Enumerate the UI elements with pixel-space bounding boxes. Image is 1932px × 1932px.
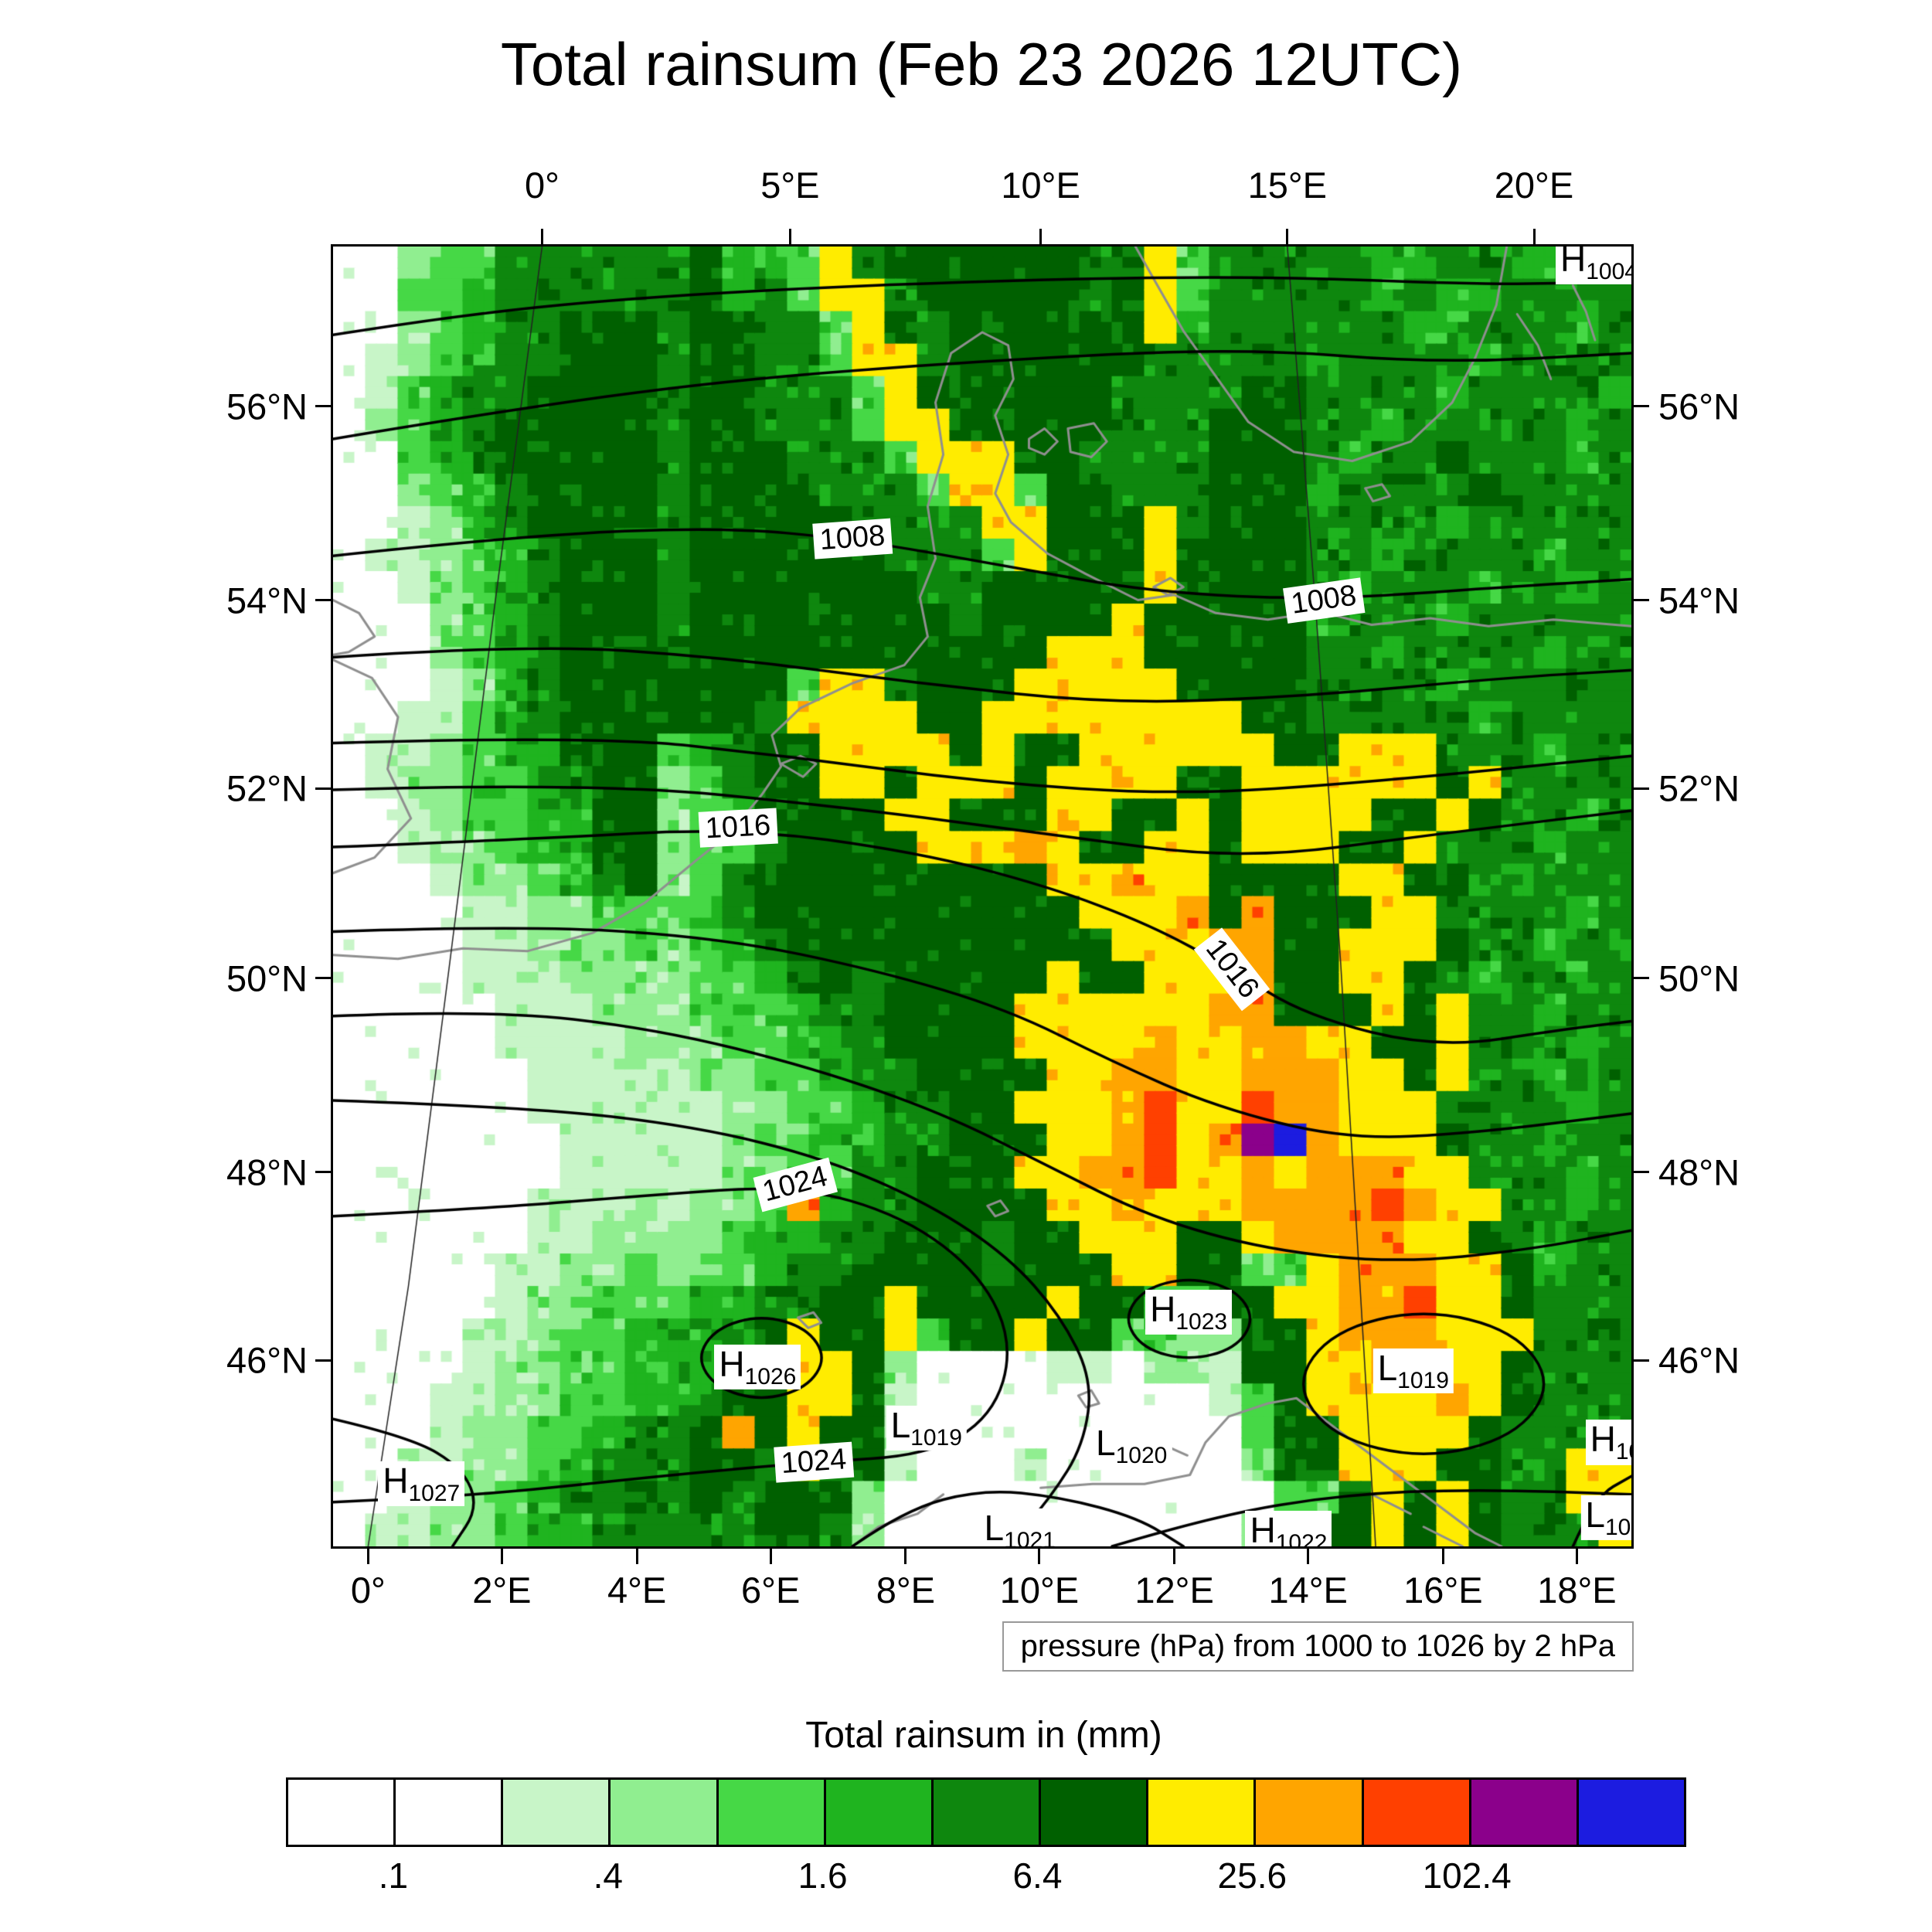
- axis-label-left: 56°N: [226, 386, 308, 427]
- isobar-label: 1016: [1193, 927, 1270, 1011]
- colorbar: [286, 1777, 1686, 1847]
- axis-label-right: 56°N: [1658, 386, 1740, 427]
- axis-tick: [315, 787, 331, 790]
- axis-label-bottom: 2°E: [472, 1570, 532, 1611]
- pressure-center-h-1026: H1026: [714, 1344, 801, 1389]
- axis-tick: [1307, 1549, 1310, 1564]
- axis-tick: [315, 977, 331, 980]
- colorbar-cell: [1146, 1780, 1254, 1845]
- colorbar-tick-label: 6.4: [1012, 1855, 1063, 1896]
- axis-tick: [1634, 787, 1649, 790]
- legend-title: Total rainsum in (mm): [805, 1715, 1162, 1756]
- axis-label-top: 15°E: [1247, 165, 1328, 206]
- axis-tick: [315, 1359, 331, 1362]
- pressure-center-h-1022: H1022: [1245, 1511, 1332, 1546]
- colorbar-cell: [716, 1780, 824, 1845]
- axis-label-right: 52°N: [1658, 767, 1740, 809]
- page-title: Total rainsum (Feb 23 2026 12UTC): [500, 30, 1463, 98]
- pressure-center-l-1020: L1020: [1091, 1423, 1172, 1469]
- axis-label-bottom: 12°E: [1134, 1570, 1214, 1611]
- axis-tick: [1173, 1549, 1176, 1564]
- axis-tick: [788, 229, 791, 244]
- pressure-center-l-1019: L1019: [1580, 1495, 1631, 1541]
- axis-tick: [1634, 977, 1649, 980]
- axis-tick: [500, 1549, 503, 1564]
- axis-tick: [1532, 229, 1536, 244]
- axis-tick: [1441, 1549, 1444, 1564]
- colorbar-cell: [930, 1780, 1039, 1845]
- axis-label-bottom: 0°: [350, 1570, 386, 1611]
- colorbar-tick-label: .4: [593, 1855, 623, 1896]
- axis-tick: [1634, 599, 1649, 601]
- axis-tick: [315, 599, 331, 601]
- map-canvas: [333, 247, 1631, 1546]
- axis-label-left: 50°N: [226, 957, 308, 999]
- axis-label-right: 46°N: [1658, 1339, 1740, 1381]
- axis-tick: [1286, 229, 1289, 244]
- map-frame: 1008 1008 1016 1016 1024 1024 H1004 H1026 H1027 H…: [331, 244, 1634, 1549]
- axis-label-bottom: 6°E: [741, 1570, 801, 1611]
- axis-tick: [1039, 229, 1043, 244]
- axis-label-top: 10°E: [1001, 165, 1080, 206]
- axis-label-right: 48°N: [1658, 1151, 1740, 1193]
- colorbar-cell: [608, 1780, 716, 1845]
- colorbar-cell: [823, 1780, 931, 1845]
- colorbar-cell: [288, 1780, 394, 1845]
- axis-tick: [1634, 1171, 1649, 1174]
- axis-tick: [1038, 1549, 1041, 1564]
- axis-label-left: 52°N: [226, 767, 308, 809]
- axis-label-bottom: 16°E: [1403, 1570, 1483, 1611]
- axis-label-left: 46°N: [226, 1339, 308, 1381]
- axis-tick: [1634, 1359, 1649, 1362]
- axis-label-bottom: 10°E: [999, 1570, 1080, 1611]
- colorbar-cell: [1039, 1780, 1147, 1845]
- colorbar-cell: [1468, 1780, 1577, 1845]
- axis-tick: [769, 1549, 772, 1564]
- isobar-label: 1024: [773, 1441, 854, 1482]
- colorbar-cell: [1576, 1780, 1685, 1845]
- map-overlay: 1008 1008 1016 1016 1024 1024 H1004 H1026 H1027 H…: [333, 247, 1631, 1546]
- colorbar-labels: .1 .4 1.6 6.4 25.6 102.4: [286, 1855, 1682, 1901]
- colorbar-cell: [1253, 1780, 1362, 1845]
- axis-label-left: 48°N: [226, 1151, 308, 1193]
- axis-label-top: 20°E: [1494, 165, 1574, 206]
- axis-label-top: 5°E: [760, 165, 820, 206]
- axis-tick: [366, 1549, 369, 1564]
- axis-label-left: 54°N: [226, 580, 308, 621]
- axis-label-bottom: 18°E: [1537, 1570, 1617, 1611]
- axis-label-bottom: 4°E: [607, 1570, 667, 1611]
- axis-label-right: 50°N: [1658, 957, 1740, 999]
- colorbar-tick-label: 1.6: [798, 1855, 848, 1896]
- colorbar-tick-label: 25.6: [1217, 1855, 1287, 1896]
- axis-label-right: 54°N: [1658, 580, 1740, 621]
- pressure-center-h-1020: H1020: [1585, 1420, 1631, 1465]
- axis-label-bottom: 14°E: [1268, 1570, 1348, 1611]
- pressure-center-h-1004: H1004: [1556, 247, 1631, 285]
- axis-tick: [540, 229, 543, 244]
- pressure-center-h-1023: H1023: [1145, 1290, 1233, 1335]
- colorbar-cell: [1361, 1780, 1469, 1845]
- pressure-center-h-1027: H1027: [378, 1461, 465, 1507]
- pressure-caption: pressure (hPa) from 1000 to 1026 by 2 hP…: [1002, 1621, 1634, 1672]
- colorbar-tick-label: 102.4: [1422, 1855, 1512, 1896]
- pressure-center-l-1019: L1019: [886, 1406, 967, 1451]
- colorbar-cell: [501, 1780, 609, 1845]
- axis-tick: [904, 1549, 907, 1564]
- isobar-label: 1008: [812, 519, 893, 560]
- axis-tick: [1634, 405, 1649, 408]
- axis-tick: [1575, 1549, 1578, 1564]
- colorbar-cell: [393, 1780, 502, 1845]
- pressure-center-l-1021: L1021: [979, 1508, 1060, 1546]
- axis-tick: [315, 405, 331, 408]
- axis-label-top: 0°: [525, 165, 560, 206]
- isobar-label: 1008: [1282, 577, 1365, 624]
- isobar-label: 1024: [753, 1158, 838, 1213]
- colorbar-tick-label: .1: [378, 1855, 409, 1896]
- axis-tick: [635, 1549, 638, 1564]
- axis-tick: [315, 1171, 331, 1174]
- pressure-center-l-1019: L1019: [1372, 1349, 1454, 1394]
- axis-label-bottom: 8°E: [876, 1570, 936, 1611]
- isobar-label: 1016: [698, 808, 778, 848]
